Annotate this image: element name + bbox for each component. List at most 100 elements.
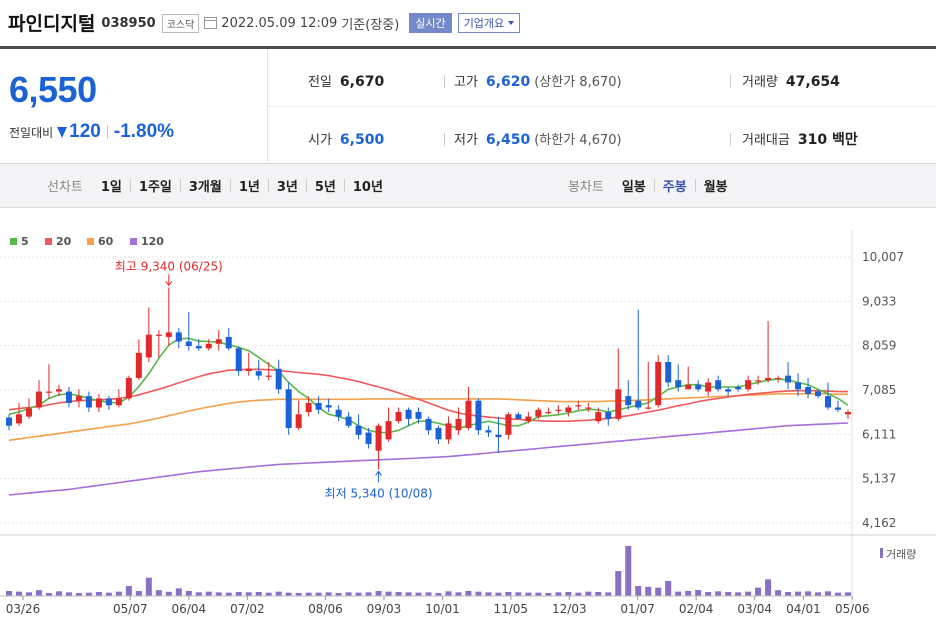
legend-swatch-5 [10, 238, 17, 245]
company-overview-dropdown[interactable]: 기업개요 [457, 13, 521, 33]
volume-bar [715, 591, 722, 596]
candle-body [455, 418, 462, 431]
candle-body [695, 384, 702, 390]
candles [6, 287, 851, 470]
y-tick-label: 7,085 [862, 383, 896, 397]
volume-bar [605, 592, 612, 596]
volume-bar [285, 592, 292, 596]
volume-bar [645, 586, 652, 596]
company-overview-label: 기업개요 [463, 17, 505, 30]
realtime-button[interactable]: 실시간 [409, 13, 452, 33]
candle-body [405, 409, 412, 419]
volume-bar [405, 592, 412, 596]
divider [305, 179, 307, 192]
volume-bar [745, 591, 752, 596]
price-summary: 6,550 전일대비 120 -1.80% 전일 6,670 고가 6,620 … [0, 46, 936, 164]
candle-body [175, 332, 182, 342]
candle-body [845, 412, 851, 415]
volume-bar [175, 588, 182, 596]
tab-1w[interactable]: 1주일 [138, 180, 172, 195]
stock-chart[interactable]: 5 20 60 120 10,007 9,033 8,059 7,085 6,111 5,… [0, 230, 936, 633]
x-tick-label: 01/07 [620, 602, 655, 616]
stat-label: 거래대금 [742, 133, 790, 148]
candle-body [545, 412, 552, 414]
tab-10y[interactable]: 10년 [352, 180, 383, 195]
ma-line-120 [8, 422, 849, 496]
y-tick-label: 6,111 [862, 427, 896, 441]
divider [444, 133, 445, 146]
candle-body [665, 361, 672, 383]
candle-body [255, 371, 262, 376]
candle-body [205, 343, 212, 349]
stat-label: 시가 [308, 133, 332, 148]
candle-body [605, 412, 612, 419]
legend-label-5: 5 [21, 235, 29, 248]
volume-bar [145, 577, 152, 596]
volume-bar [625, 546, 632, 596]
stat-sub: (상한가 8,670) [534, 75, 622, 90]
tab-1y[interactable]: 1년 [238, 180, 260, 195]
tab-weekly[interactable]: 주봉 [662, 180, 687, 195]
tab-5y[interactable]: 5년 [314, 180, 336, 195]
candle-body [595, 412, 602, 422]
annotation-low: 최저 5,340 (10/08) [325, 486, 433, 500]
candle-body [395, 412, 402, 422]
candle-body [325, 405, 332, 408]
candle-body [765, 377, 772, 381]
volume-bar [15, 591, 22, 596]
legend-swatch-volume [880, 548, 883, 558]
candle-body [805, 387, 812, 394]
tab-3y[interactable]: 3년 [276, 180, 298, 195]
annotation-high: 최고 9,340 (06/25) [115, 259, 223, 273]
candle-body [495, 434, 502, 438]
y-tick-label: 9,033 [862, 294, 896, 308]
volume-bar [45, 593, 52, 596]
volume-bar [695, 590, 702, 596]
candle-body [785, 375, 792, 383]
divider [106, 125, 108, 139]
candle-body [165, 332, 172, 337]
volume-bar [425, 592, 432, 596]
volume-bar [675, 591, 682, 596]
volume-bar [635, 586, 642, 596]
volume-bar [255, 592, 262, 596]
volume-bar [155, 590, 162, 596]
volume-bar [105, 592, 112, 596]
tab-1d[interactable]: 1일 [100, 180, 122, 195]
x-tick-label: 04/01 [786, 602, 821, 616]
x-tick-label: 05/07 [113, 602, 148, 616]
legend-swatch-120 [130, 238, 137, 245]
candle-body [305, 402, 312, 413]
tab-daily[interactable]: 일봉 [621, 180, 646, 195]
down-arrow-icon [57, 126, 68, 138]
volume-bar [275, 591, 282, 596]
volume-bar [85, 592, 92, 596]
tab-monthly[interactable]: 월봉 [703, 180, 728, 195]
candle-body [685, 384, 692, 390]
stat-low: 저가 6,450 (하한가 4,670) [454, 129, 622, 148]
stat-open: 시가 6,500 [308, 129, 384, 148]
volume-bar [135, 591, 142, 596]
divider [730, 75, 731, 88]
candle-body [555, 409, 562, 411]
candle-body [195, 346, 202, 349]
volume-bar [445, 591, 452, 596]
candle-body [415, 412, 422, 419]
volume-bar [535, 592, 542, 596]
candle-body [525, 416, 532, 422]
volume-legend: 거래량 [880, 548, 916, 561]
price-change-row: 전일대비 120 -1.80% [9, 121, 174, 143]
tab-3m[interactable]: 3개월 [188, 180, 222, 195]
candle-body [265, 375, 272, 377]
volume-bar [315, 592, 322, 596]
volume-bar [485, 592, 492, 596]
volume-bar [365, 592, 372, 596]
candle-body [115, 398, 122, 406]
candle-body [15, 414, 22, 424]
ma-line-60 [8, 393, 848, 442]
volume-bar [165, 591, 172, 596]
candle-body [745, 380, 752, 390]
candle-body [775, 377, 782, 380]
candle-body [345, 416, 352, 426]
volume-bar [265, 592, 272, 596]
